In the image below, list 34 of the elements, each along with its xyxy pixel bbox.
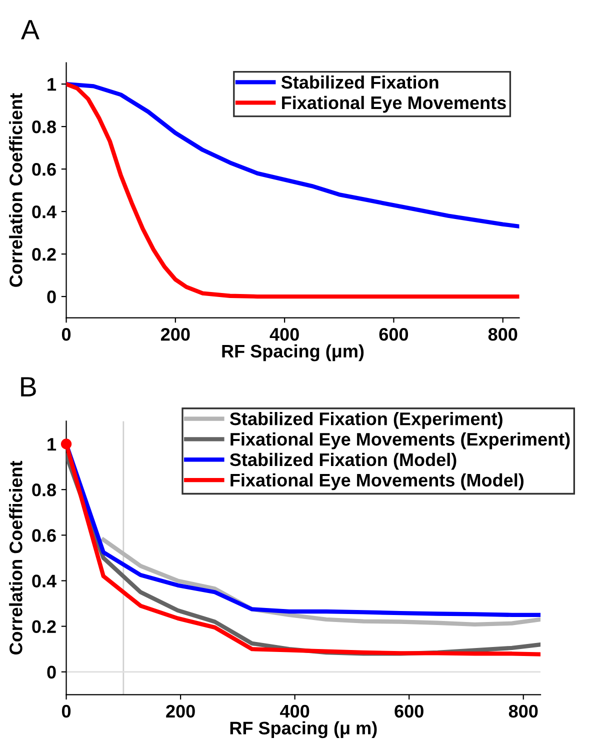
y-tick-label: 0: [47, 290, 56, 304]
x-tick-label: 600: [394, 704, 424, 718]
y-tick-label: 1: [48, 78, 56, 91]
legend-label: Fixational Eye Movements: [282, 96, 506, 113]
y-tick-label: 0.6: [32, 162, 56, 176]
x-tick-label: 400: [270, 328, 299, 341]
y-tick-label: 1: [48, 438, 56, 451]
x-tick-label: 0: [62, 328, 71, 341]
y-tick-label: 0.8: [32, 484, 56, 496]
legend-label: Stabilized Fixation: [281, 75, 438, 89]
legend-label: Stabilized Fixation (Model): [230, 452, 456, 470]
legend-label: Stabilized Fixation (Experiment): [230, 412, 502, 429]
x-tick-label: 200: [166, 704, 195, 718]
x-tick-label: 400: [280, 704, 310, 718]
chart-title: B: [21, 377, 36, 396]
y-axis-title: Correlation Coefficient: [9, 93, 22, 287]
x-tick-label: 800: [488, 328, 518, 341]
y-tick-label: 0.4: [32, 205, 56, 218]
y-tick-label: 0: [47, 666, 56, 679]
y-tick-label: 0.4: [32, 574, 56, 588]
y-tick-label: 0.2: [32, 620, 56, 634]
x-tick-label: 0: [62, 704, 71, 718]
y-tick-label: 0.2: [32, 248, 56, 261]
y-axis-title: Correlation Coefficient: [9, 460, 22, 655]
chart-title: A: [21, 20, 40, 40]
x-tick-label: 600: [379, 328, 408, 341]
x-axis-title: RF Spacing (μ m): [230, 721, 377, 738]
y-tick-label: 0.6: [32, 529, 56, 542]
x-axis-title: RF Spacing (μm): [222, 344, 364, 362]
x-tick-label: 800: [508, 704, 538, 718]
y-tick-label: 0.8: [32, 120, 56, 134]
legend-label: Fixational Eye Movements (Experiment): [230, 432, 570, 450]
legend-label: Fixational Eye Movements (Model): [230, 473, 524, 490]
x-tick-label: 200: [160, 328, 190, 341]
